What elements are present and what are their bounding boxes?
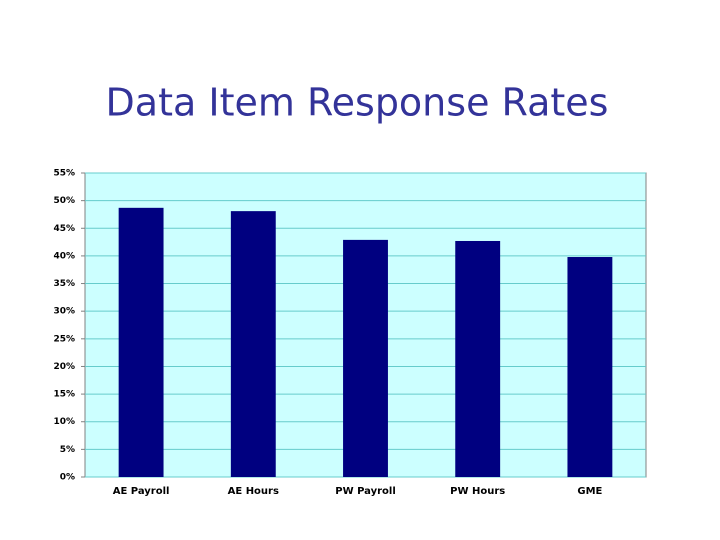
y-tick-label: 45%	[53, 224, 75, 234]
y-tick-label: 25%	[53, 334, 75, 344]
y-tick-label: 50%	[53, 196, 75, 206]
bar	[230, 211, 276, 477]
x-tick-label: PW Hours	[450, 486, 505, 497]
y-tick-label: 0%	[60, 473, 75, 483]
x-tick-label: GME	[577, 486, 602, 497]
bar	[118, 207, 164, 477]
y-tick-label: 10%	[53, 417, 75, 427]
y-tick-label: 40%	[53, 251, 75, 261]
y-tick-label: 20%	[53, 362, 75, 372]
y-tick-label: 15%	[53, 390, 75, 400]
y-tick-label: 30%	[53, 307, 75, 317]
y-tick-label: 35%	[53, 279, 75, 289]
chart-title: Data Item Response Rates	[106, 81, 609, 125]
y-tick-label: 5%	[60, 445, 75, 455]
x-tick-label: PW Payroll	[335, 486, 396, 497]
bar	[567, 257, 613, 477]
x-tick-label: AE Payroll	[113, 486, 170, 497]
x-tick-label: AE Hours	[228, 486, 279, 497]
bar	[343, 239, 388, 477]
bar	[455, 240, 501, 477]
y-tick-label: 55%	[53, 169, 75, 179]
